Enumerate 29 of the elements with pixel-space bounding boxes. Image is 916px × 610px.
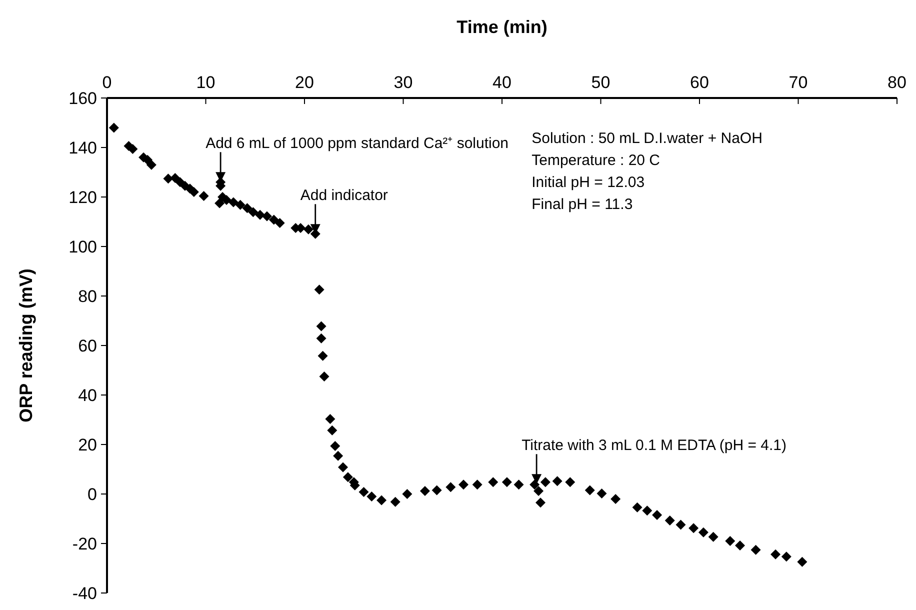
x-tick-label: 70 bbox=[788, 73, 808, 92]
y-tick-label: -20 bbox=[72, 534, 97, 554]
x-tick-label: 50 bbox=[591, 73, 610, 92]
x-tick-label: 0 bbox=[102, 73, 112, 92]
annotation: Temperature : 20 C bbox=[532, 152, 660, 169]
y-tick-label: 120 bbox=[68, 188, 97, 207]
annotation: Titrate with 3 mL 0.1 M EDTA (pH = 4.1) bbox=[522, 437, 787, 454]
y-tick-label: 20 bbox=[78, 435, 97, 454]
y-tick-label: 80 bbox=[78, 286, 97, 306]
y-tick-label: 40 bbox=[78, 386, 97, 405]
x-tick-label: 80 bbox=[888, 73, 906, 92]
x-tick-label: 60 bbox=[690, 73, 709, 92]
annotation: Solution : 50 mL D.I.water + NaOH bbox=[532, 130, 762, 147]
annotation: Final pH = 11.3 bbox=[532, 196, 633, 213]
x-tick-label: 30 bbox=[394, 73, 413, 92]
y-tick-label: 60 bbox=[78, 336, 97, 356]
y-tick-label: 160 bbox=[68, 88, 97, 108]
x-axis-title: Time (min) bbox=[456, 17, 548, 37]
annotation: Add indicator bbox=[300, 187, 388, 204]
x-tick-label: 40 bbox=[492, 73, 512, 92]
y-axis-title: ORP reading (mV) bbox=[16, 268, 36, 422]
annotation: Add 6 mL of 1000 ppm standard Ca²⁺ solution bbox=[206, 135, 509, 152]
y-tick-label: 0 bbox=[88, 484, 97, 504]
x-tick-label: 20 bbox=[295, 73, 314, 92]
y-tick-label: 140 bbox=[68, 138, 97, 158]
y-tick-label: -40 bbox=[72, 584, 97, 603]
x-tick-label: 10 bbox=[196, 73, 216, 92]
annotation: Initial pH = 12.03 bbox=[532, 174, 645, 191]
y-tick-label: 100 bbox=[68, 237, 97, 256]
